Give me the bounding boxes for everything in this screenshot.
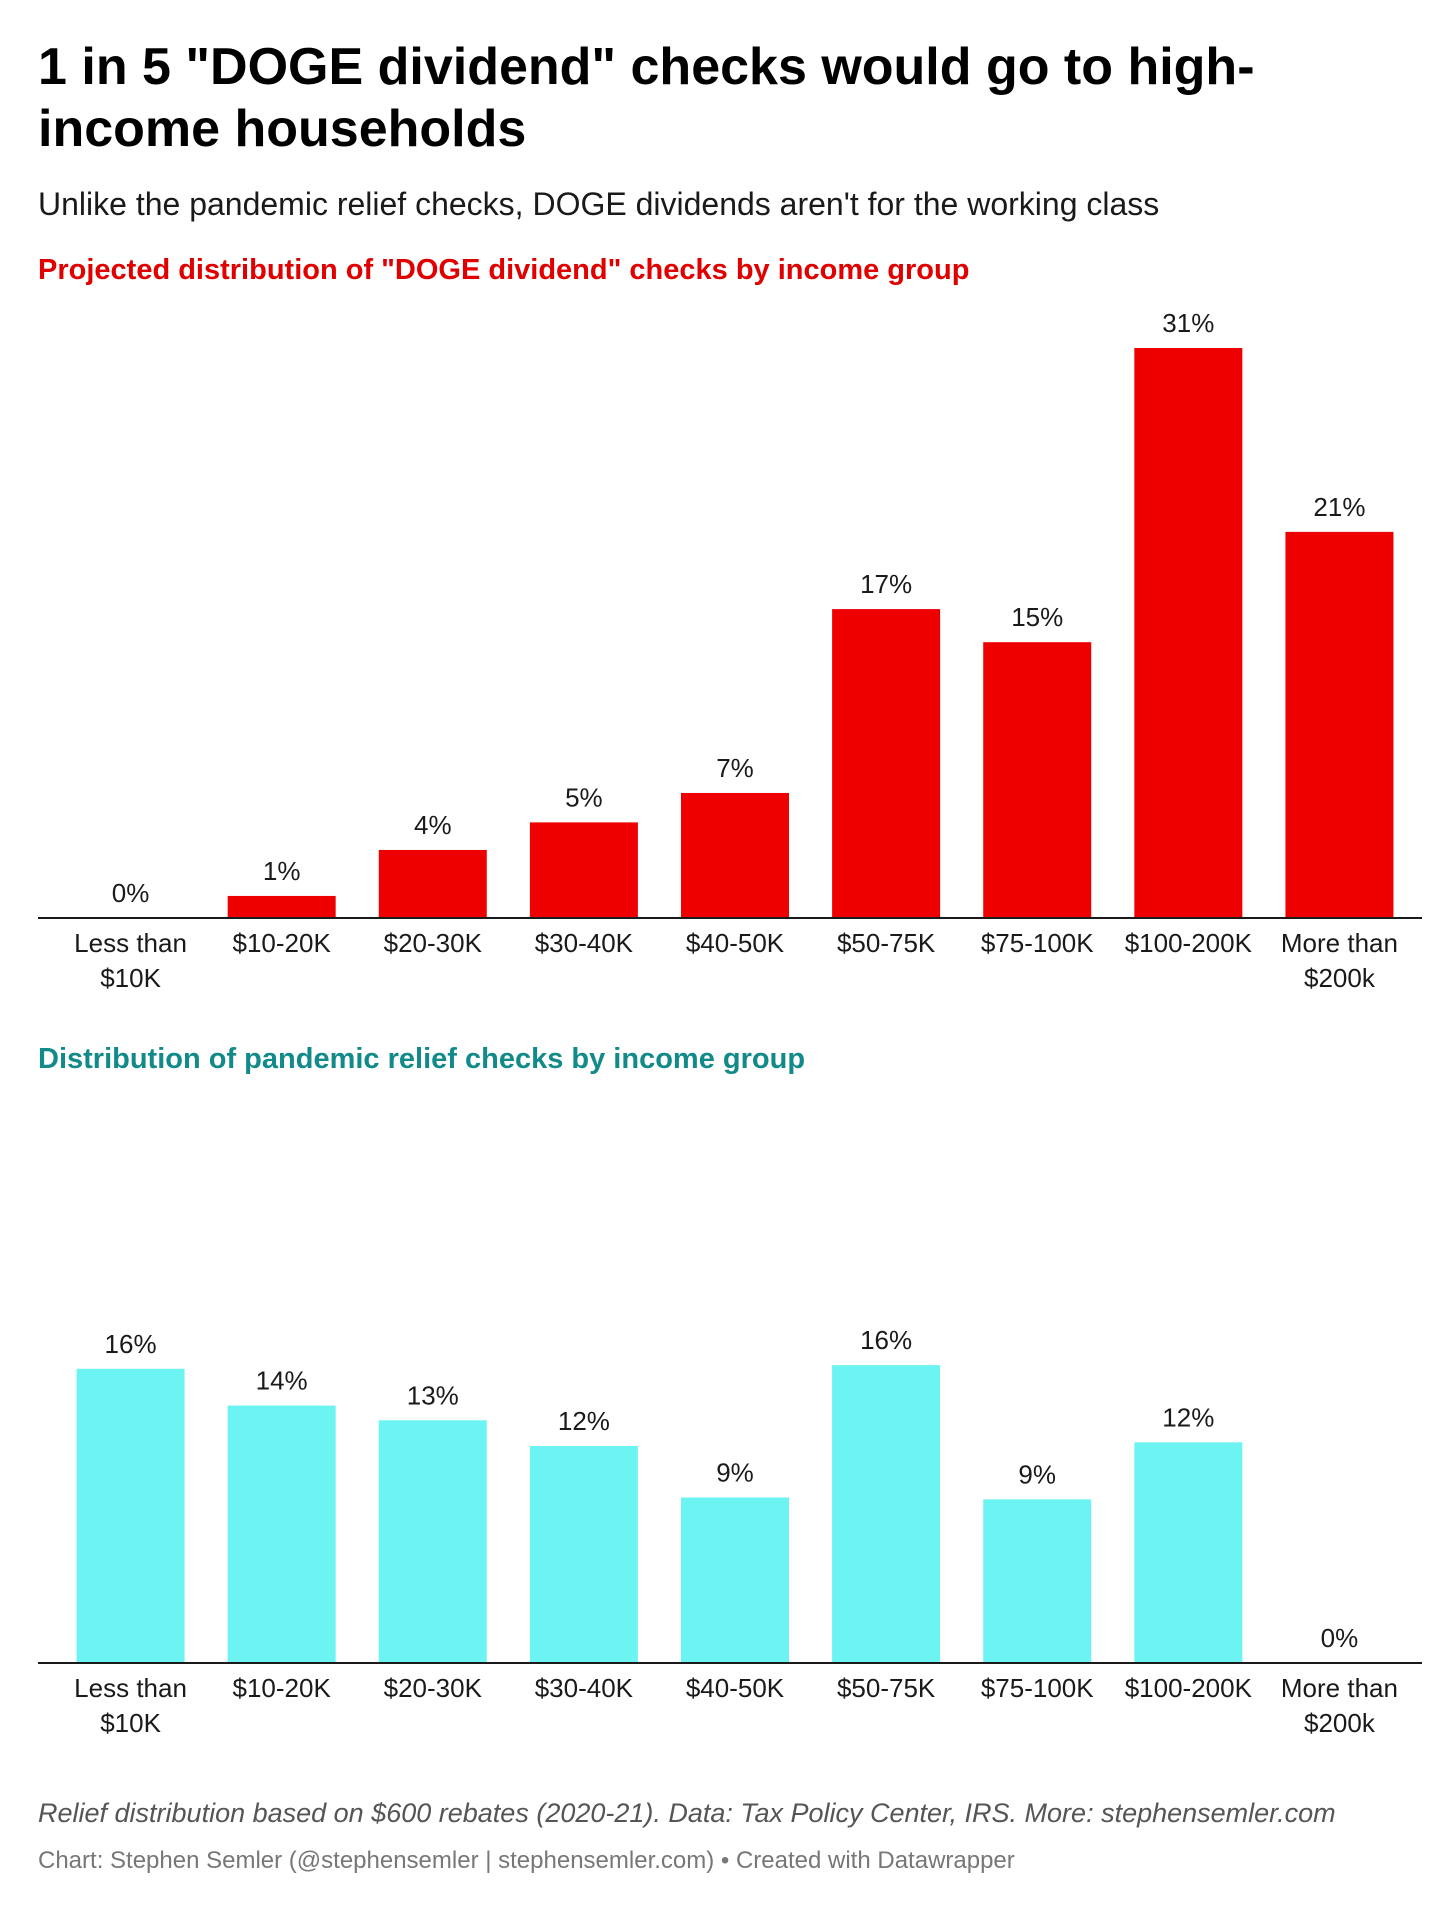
doge-bar-6 [983,642,1092,918]
doge-bar-8 [1285,531,1394,918]
doge-bar-1 [227,895,336,918]
relief-bar-5 [832,1365,941,1663]
relief-value-label-0: 16% [105,1329,157,1359]
doge-value-label-7: 31% [1162,308,1214,338]
relief-bar-1 [227,1405,336,1663]
doge-category-label-3: $30-40K [535,928,634,958]
relief-category-label-8: More than $200k [1281,1673,1398,1738]
doge-value-label-1: 1% [263,856,301,886]
doge-value-label-4: 7% [716,753,754,783]
relief-category-label-0: Less than $10K [74,1673,187,1738]
relief-bar-7 [1134,1442,1243,1663]
doge-value-label-3: 5% [565,782,603,812]
relief-chart-title: Distribution of pandemic relief checks b… [38,1043,806,1075]
relief-value-label-7: 12% [1162,1402,1214,1432]
pandemic-relief-bar-chart: 16% Less than $10K 14% $10-20K 13% $20-30K 12% $… [38,1325,1422,1738]
doge-category-label-6: $75-100K [981,928,1094,958]
relief-category-label-4: $40-50K [686,1673,785,1703]
doge-bar-3 [529,822,638,918]
doge-category-label-4: $40-50K [686,928,785,958]
doge-value-label-0: 0% [112,878,150,908]
doge-bar-2 [378,849,487,918]
relief-category-label-6: $75-100K [981,1673,1094,1703]
relief-value-label-6: 9% [1018,1459,1056,1489]
doge-bar-4 [681,792,789,918]
doge-category-label-2: $20-30K [384,928,483,958]
chart-subtitle: Unlike the pandemic relief checks, DOGE … [38,186,1160,222]
chart-notes: Relief distribution based on $600 rebate… [38,1798,1336,1828]
relief-bar-2 [378,1420,487,1663]
relief-value-label-2: 13% [407,1380,459,1410]
doge-category-label-7: $100-200K [1125,928,1253,958]
relief-bar-3 [529,1446,638,1663]
doge-bar-7 [1134,348,1243,918]
doge-chart-title: Projected distribution of "DOGE dividend… [38,254,970,286]
relief-value-label-1: 14% [256,1366,308,1396]
doge-value-label-2: 4% [414,810,452,840]
relief-bar-0 [76,1368,185,1663]
relief-value-label-3: 12% [558,1406,610,1436]
doge-dividend-bar-chart: 0% Less than $10K 1% $10-20K 4% $20-30K 5% $30-4… [38,308,1422,993]
doge-value-label-8: 21% [1313,492,1365,522]
relief-category-label-3: $30-40K [535,1673,634,1703]
doge-category-label-8: More than $200k [1281,928,1398,993]
chart-headline: 1 in 5 "DOGE dividend" checks would go t… [38,38,1255,158]
relief-value-label-4: 9% [716,1458,754,1488]
relief-value-label-8: 0% [1321,1623,1359,1653]
relief-bar-4 [681,1497,789,1663]
relief-category-label-5: $50-75K [837,1673,936,1703]
chart-byline: Chart: Stephen Semler (@stephensemler | … [38,1847,1015,1874]
doge-category-label-0: Less than $10K [74,928,187,993]
relief-value-label-5: 16% [860,1325,912,1355]
doge-category-label-1: $10-20K [233,928,332,958]
doge-category-label-5: $50-75K [837,928,936,958]
relief-category-label-1: $10-20K [233,1673,332,1703]
doge-value-label-6: 15% [1011,602,1063,632]
relief-category-label-2: $20-30K [384,1673,483,1703]
doge-bar-5 [832,609,941,918]
relief-bar-6 [983,1499,1092,1663]
relief-category-label-7: $100-200K [1125,1673,1253,1703]
doge-value-label-5: 17% [860,569,912,599]
